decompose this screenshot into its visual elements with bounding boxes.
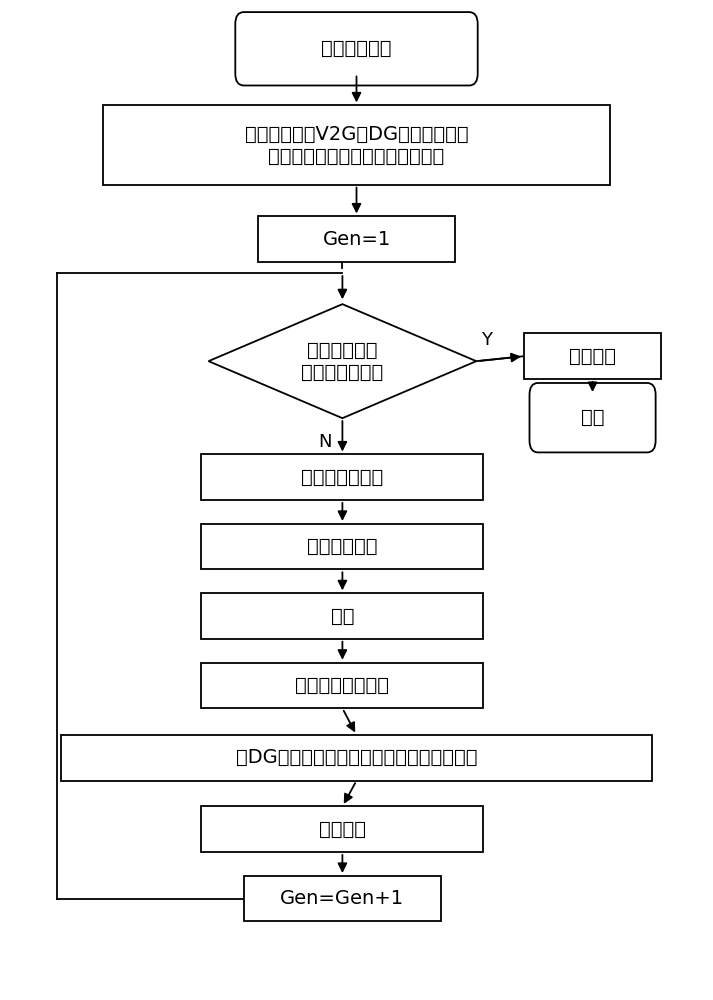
Text: 含DG的随机潮流计算，重新计算个体适应度: 含DG的随机潮流计算，重新计算个体适应度: [236, 748, 477, 767]
Text: Y: Y: [481, 331, 493, 349]
Text: Gen=Gen+1: Gen=Gen+1: [280, 889, 404, 908]
Bar: [61, 735, 652, 781]
Bar: [202, 593, 483, 639]
Text: 计算个体适应度: 计算个体适应度: [302, 468, 384, 487]
Bar: [202, 663, 483, 708]
Text: 输入原始数据: 输入原始数据: [322, 39, 391, 58]
Bar: [202, 806, 483, 852]
FancyBboxPatch shape: [530, 383, 656, 452]
FancyBboxPatch shape: [235, 12, 478, 85]
Bar: [202, 524, 483, 569]
Bar: [244, 876, 441, 921]
Text: 精英保留策略: 精英保留策略: [307, 537, 378, 556]
Polygon shape: [208, 304, 476, 418]
Bar: [202, 454, 483, 500]
Bar: [258, 216, 455, 262]
Bar: [524, 333, 661, 379]
Text: 判断是否满足
遗传终止条件？: 判断是否满足 遗传终止条件？: [302, 341, 384, 382]
Text: Gen=1: Gen=1: [322, 230, 391, 249]
Bar: [103, 105, 610, 185]
Text: 更新种群: 更新种群: [319, 820, 366, 839]
Text: N: N: [318, 433, 332, 451]
Text: 选择: 选择: [331, 607, 354, 626]
Text: 结束: 结束: [581, 408, 605, 427]
Text: 自适应交叉、变异: 自适应交叉、变异: [295, 676, 389, 695]
Text: 输出结果: 输出结果: [569, 347, 616, 366]
Text: 编码，进行含V2G和DG的随机潮流计
算，产生满足约束条件的初始种群: 编码，进行含V2G和DG的随机潮流计 算，产生满足约束条件的初始种群: [245, 124, 468, 165]
